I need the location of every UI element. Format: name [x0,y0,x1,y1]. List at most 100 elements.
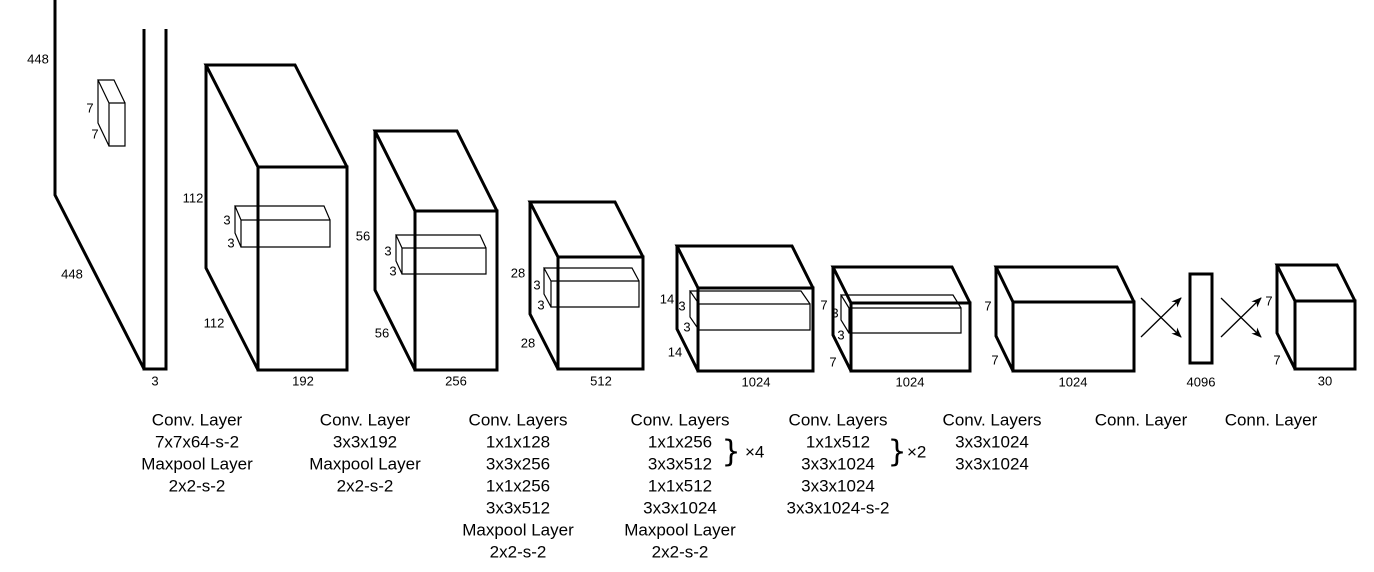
kernel-3x3 [542,267,640,308]
connection-arrow-icon [1140,297,1182,338]
dimension-label: 3 [151,374,158,389]
layer-28-volume-edges [527,200,645,371]
layer-caption-line: 3x3x1024-s-2 [786,499,889,518]
layer-caption-line: 3x3x1024 [955,433,1029,452]
kernel-3x3 [688,290,811,331]
kernel-3x3-edges [688,290,811,331]
dimension-label: 192 [292,374,314,389]
kernel-size-label: 3 [533,278,540,293]
layer-caption-title: Conv. Layer [320,411,411,430]
layer-caption-line: 1x1x512 [648,477,712,496]
layer-caption-line: 3x3x192 [333,433,397,452]
dimension-label: 7 [984,299,991,314]
layer-7-volume [830,265,972,373]
layer-caption-line: 3x3x256 [486,455,550,474]
layer-112-volume [203,63,349,372]
layer-caption-title: Conv. Layer [152,411,243,430]
layer-caption-title: Conn. Layer [1095,411,1188,430]
layer-caption-line: Maxpool Layer [309,455,421,474]
kernel-size-label: 3 [227,236,234,251]
dimension-label: 4096 [1187,375,1216,390]
kernel-3x3 [234,205,331,248]
layer-14-volume-edges [674,244,815,373]
layer-caption-line: 2x2-s-2 [490,543,547,562]
layer-caption-line: Maxpool Layer [624,521,736,540]
dimension-label: 7 [829,355,836,370]
layer-caption-title: Conv. Layers [631,411,730,430]
kernel-3x3-edges [234,205,331,248]
output-7x7x30-volume [1274,263,1357,371]
input-image-volume-edges [53,0,168,371]
dimension-label: 256 [445,374,467,389]
dimension-label: 1024 [742,375,771,390]
layer-14-volume [674,244,815,373]
layer-7x7x1024-volume-edges [993,265,1136,373]
input-image-volume [53,0,168,371]
layer-28-volume [527,200,645,371]
layer-caption-title: Conv. Layers [943,411,1042,430]
layer-caption-line: 3x3x512 [486,499,550,518]
kernel-size-label: 3 [384,244,391,259]
layer-112-volume-edges [203,63,349,372]
layer-caption-line: 1x1x256 [648,433,712,452]
dimension-label: 1024 [896,375,925,390]
layer-caption-line: 2x2-s-2 [337,477,394,496]
layer-caption-line: 3x3x512 [648,455,712,474]
dimension-label: 30 [1318,374,1332,389]
kernel-7x7 [97,79,126,147]
kernel-size-label: 7 [86,101,93,116]
layer-caption-title: Conn. Layer [1225,411,1318,430]
dimension-label: 112 [204,316,225,331]
layer-caption-line: 3x3x1024 [643,499,717,518]
dimension-label: 7 [1265,294,1272,309]
dimension-label: 14 [668,345,682,360]
dimension-label: 1024 [1059,375,1088,390]
layer-caption-line: Maxpool Layer [462,521,574,540]
layer-caption-title: Conv. Layers [469,411,568,430]
repeat-count: ×2 [907,443,926,462]
fully-connected-4096 [1188,272,1214,365]
dimension-label: 28 [521,336,535,351]
kernel-size-label: 3 [389,264,396,279]
kernel-size-label: 3 [683,320,690,335]
kernel-3x3-edges [839,294,962,334]
connection-arrow-icon [1220,297,1262,338]
kernel-size-label: 3 [537,298,544,313]
kernel-3x3-edges [395,234,487,275]
layer-caption-line: 3x3x1024 [801,477,875,496]
layer-7-volume-edges [830,265,972,373]
layer-caption-line: Maxpool Layer [141,455,253,474]
dimension-label: 112 [183,191,204,206]
layer-caption-line: 2x2-s-2 [652,543,709,562]
dimension-label: 7 [1273,353,1280,368]
brace-icon: } [887,435,906,470]
kernel-size-label: 3 [223,213,230,228]
layer-56-volume [372,129,499,372]
layer-caption-line: 1x1x512 [806,433,870,452]
layer-caption-line: 2x2-s-2 [169,477,226,496]
brace-icon: } [721,435,740,470]
kernel-size-label: 3 [837,328,844,343]
layer-caption-line: 3x3x1024 [955,455,1029,474]
kernel-3x3 [395,234,487,275]
dimension-label: 28 [511,266,525,281]
dimension-label: 448 [27,52,49,67]
dimension-label: 7 [991,353,998,368]
dimension-label: 56 [375,326,389,341]
layer-7x7x1024-volume [993,265,1136,373]
dimension-label: 512 [590,374,612,389]
dimension-label: 448 [61,267,83,282]
layer-caption-line: 1x1x128 [486,433,550,452]
dimension-label: 7 [820,298,827,313]
dimension-label: 14 [660,292,674,307]
kernel-3x3-edges [542,267,640,308]
kernel-7x7-edges [97,79,126,147]
layer-caption-line: 7x7x64-s-2 [155,433,239,452]
dimension-label: 56 [356,229,370,244]
output-7x7x30-volume-edges [1274,263,1357,371]
kernel-3x3 [839,294,962,334]
layer-caption-line: 1x1x256 [486,477,550,496]
repeat-count: ×4 [745,443,764,462]
layer-56-volume-edges [372,129,499,372]
